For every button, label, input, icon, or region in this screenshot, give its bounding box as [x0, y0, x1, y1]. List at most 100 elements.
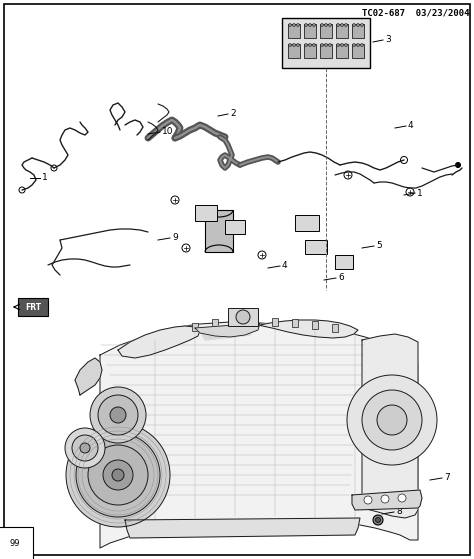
Circle shape — [377, 405, 407, 435]
Polygon shape — [125, 518, 360, 538]
Polygon shape — [362, 334, 418, 518]
Text: 1: 1 — [42, 173, 48, 182]
Polygon shape — [75, 358, 102, 395]
Circle shape — [289, 44, 292, 46]
Bar — [320, 24, 332, 38]
Bar — [292, 319, 298, 327]
Circle shape — [171, 196, 179, 204]
Bar — [225, 220, 245, 234]
Bar — [320, 44, 332, 58]
Polygon shape — [200, 323, 255, 340]
Text: 8: 8 — [396, 508, 402, 517]
Text: FRT: FRT — [25, 302, 41, 311]
Bar — [272, 318, 278, 326]
Bar — [332, 324, 338, 332]
Bar — [312, 321, 318, 329]
Circle shape — [80, 443, 90, 453]
Circle shape — [340, 44, 344, 46]
Circle shape — [345, 23, 347, 26]
Circle shape — [364, 496, 372, 504]
Circle shape — [320, 44, 323, 46]
Text: 5: 5 — [376, 241, 382, 250]
Circle shape — [325, 44, 328, 46]
Bar — [304, 24, 316, 38]
Circle shape — [361, 44, 364, 46]
Circle shape — [456, 163, 461, 168]
Circle shape — [356, 23, 359, 26]
Circle shape — [292, 44, 295, 46]
Bar — [252, 318, 258, 326]
Circle shape — [289, 23, 292, 26]
Text: 3: 3 — [385, 36, 391, 45]
Circle shape — [398, 494, 406, 502]
Circle shape — [362, 390, 422, 450]
Bar — [305, 240, 327, 254]
Circle shape — [328, 23, 331, 26]
Bar — [18, 298, 48, 316]
Circle shape — [340, 23, 344, 26]
Circle shape — [297, 44, 300, 46]
Text: 7: 7 — [444, 473, 450, 482]
Circle shape — [401, 157, 408, 163]
Circle shape — [112, 469, 124, 481]
Text: 10: 10 — [162, 127, 173, 136]
Bar — [335, 255, 353, 269]
Circle shape — [258, 251, 266, 259]
Circle shape — [356, 44, 359, 46]
Circle shape — [312, 44, 316, 46]
Text: 4: 4 — [408, 121, 414, 130]
Circle shape — [337, 44, 339, 46]
Polygon shape — [118, 326, 200, 358]
Bar — [352, 44, 364, 58]
Bar — [232, 318, 238, 326]
Circle shape — [72, 435, 98, 461]
Text: TC02-687  03/23/2004: TC02-687 03/23/2004 — [363, 8, 470, 17]
Bar — [282, 18, 370, 68]
Circle shape — [292, 23, 295, 26]
Bar — [228, 308, 258, 326]
Circle shape — [88, 445, 148, 505]
Text: 4: 4 — [282, 262, 288, 271]
Bar — [304, 44, 316, 58]
Circle shape — [103, 460, 133, 490]
Circle shape — [110, 407, 126, 423]
Circle shape — [19, 187, 25, 193]
Bar — [352, 24, 364, 38]
Polygon shape — [352, 490, 422, 510]
Circle shape — [337, 23, 339, 26]
Circle shape — [76, 433, 160, 517]
Bar — [336, 44, 348, 58]
Polygon shape — [255, 320, 358, 338]
Circle shape — [344, 171, 352, 179]
Text: 99: 99 — [10, 539, 20, 548]
Circle shape — [345, 44, 347, 46]
Bar — [288, 44, 300, 58]
Circle shape — [65, 428, 105, 468]
Circle shape — [182, 244, 190, 252]
Circle shape — [98, 395, 138, 435]
Bar — [195, 205, 217, 221]
Text: 9: 9 — [172, 234, 178, 243]
Bar — [192, 323, 198, 331]
Circle shape — [320, 23, 323, 26]
Text: 1: 1 — [417, 188, 423, 197]
Polygon shape — [195, 323, 260, 337]
Circle shape — [361, 23, 364, 26]
Text: 6: 6 — [338, 273, 344, 282]
Circle shape — [328, 44, 331, 46]
Circle shape — [309, 23, 311, 26]
Bar — [288, 24, 300, 38]
Circle shape — [325, 23, 328, 26]
Circle shape — [51, 165, 57, 171]
Circle shape — [353, 23, 356, 26]
Circle shape — [375, 518, 381, 523]
Circle shape — [90, 387, 146, 443]
Circle shape — [381, 495, 389, 503]
Circle shape — [312, 23, 316, 26]
Circle shape — [353, 44, 356, 46]
Circle shape — [297, 23, 300, 26]
Polygon shape — [100, 322, 418, 548]
Circle shape — [236, 310, 250, 324]
Text: 2: 2 — [230, 110, 236, 119]
Circle shape — [373, 515, 383, 525]
